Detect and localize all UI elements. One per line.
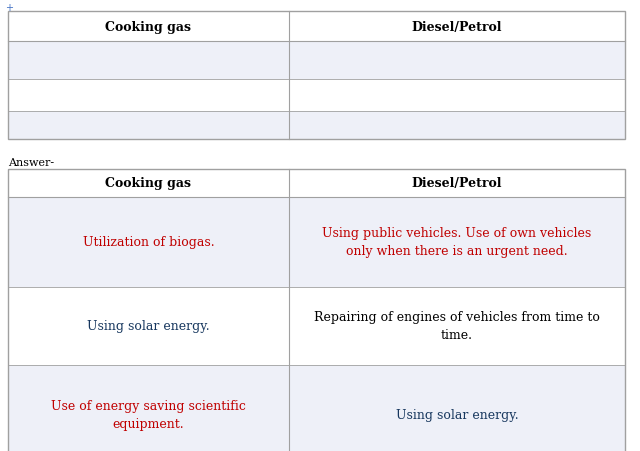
Bar (8, 112, 625, 140)
Text: Answer-: Answer- (8, 158, 54, 168)
Bar (8, 365, 625, 451)
Text: Cooking gas: Cooking gas (106, 20, 191, 33)
Bar (8, 170, 625, 451)
Text: Using public vehicles. Use of own vehicles
only when there is an urgent need.: Using public vehicles. Use of own vehicl… (323, 227, 591, 258)
Text: Cooking gas: Cooking gas (106, 177, 191, 190)
Bar (8, 12, 625, 140)
Text: Diesel/Petrol: Diesel/Petrol (412, 20, 502, 33)
Bar (8, 12, 625, 42)
Text: Use of energy saving scientific
equipment.: Use of energy saving scientific equipmen… (51, 400, 246, 431)
Bar (8, 42, 625, 80)
Text: +: + (5, 3, 13, 13)
Text: Repairing of engines of vehicles from time to
time.: Repairing of engines of vehicles from ti… (314, 311, 600, 342)
Bar (8, 198, 625, 287)
Text: Using solar energy.: Using solar energy. (87, 320, 210, 333)
Bar (8, 80, 625, 112)
Bar (8, 170, 625, 198)
Text: Using solar energy.: Using solar energy. (396, 409, 518, 422)
Text: Diesel/Petrol: Diesel/Petrol (412, 177, 502, 190)
Bar (8, 287, 625, 365)
Text: Utilization of biogas.: Utilization of biogas. (83, 236, 214, 249)
